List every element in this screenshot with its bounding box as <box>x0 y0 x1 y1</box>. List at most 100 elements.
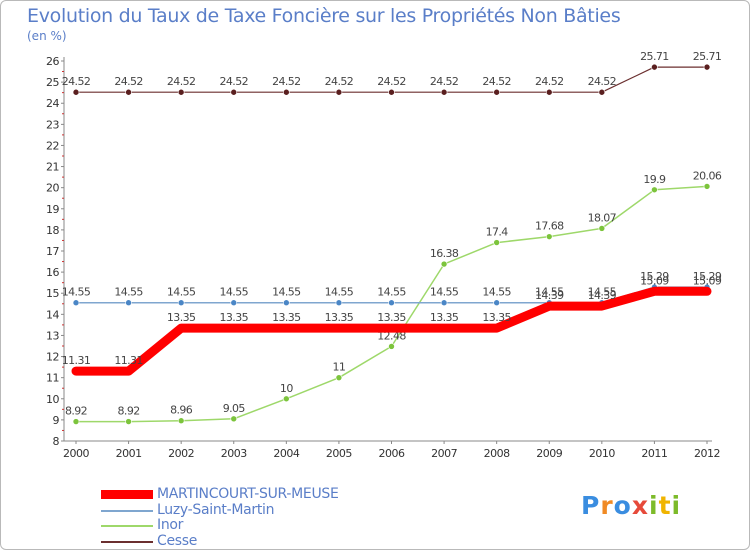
data-point-cesse <box>651 63 658 71</box>
data-label-martincourt-sur-meuse: 14.39 <box>588 289 617 302</box>
data-label-martincourt-sur-meuse: 13.35 <box>377 311 406 324</box>
data-point-cesse <box>388 88 395 96</box>
x-tick-label: 2004 <box>273 447 299 460</box>
data-point-inor <box>72 418 80 425</box>
y-tick-label: 13 <box>46 329 59 342</box>
data-point-inor <box>230 415 238 423</box>
y-tick-label: 15 <box>46 287 59 300</box>
data-point-luzy-saint-martin <box>335 299 343 307</box>
data-point-inor <box>335 374 343 381</box>
data-label-luzy-saint-martin: 14.55 <box>430 286 459 299</box>
data-point-inor <box>125 418 132 425</box>
data-point-inor <box>283 395 290 403</box>
y-axis-unit: (en %) <box>27 29 67 43</box>
data-label-martincourt-sur-meuse: 14.39 <box>535 289 564 302</box>
y-tick-label: 24 <box>46 97 59 110</box>
data-point-cesse <box>440 88 448 96</box>
data-label-cesse: 24.52 <box>114 75 143 88</box>
data-label-cesse: 25.71 <box>640 50 669 63</box>
data-label-luzy-saint-martin: 15.29 <box>640 270 669 283</box>
data-label-luzy-saint-martin: 14.55 <box>272 286 301 299</box>
data-point-inor <box>651 186 658 194</box>
y-tick-label: 22 <box>46 139 59 152</box>
data-point-luzy-saint-martin <box>230 299 238 307</box>
chart-title: Evolution du Taux de Taxe Foncière sur l… <box>27 5 621 27</box>
logo-letter: o <box>613 491 632 520</box>
data-label-inor: 10 <box>280 382 293 395</box>
data-label-luzy-saint-martin: 14.55 <box>535 286 564 299</box>
y-tick-label: 17 <box>46 245 59 258</box>
legend-swatch-martincourt <box>101 490 153 499</box>
data-point-luzy-saint-martin <box>125 299 132 307</box>
legend-swatch-luzy <box>101 509 153 512</box>
x-tick-label: 2008 <box>484 447 510 460</box>
y-tick-label: 18 <box>46 224 59 237</box>
data-label-martincourt-sur-meuse: 13.35 <box>220 311 249 324</box>
data-label-luzy-saint-martin: 14.55 <box>220 286 249 299</box>
data-point-inor <box>388 343 395 350</box>
legend-swatch-inor <box>101 525 153 527</box>
data-point-luzy-saint-martin <box>177 299 185 307</box>
data-point-luzy-saint-martin <box>72 299 80 307</box>
y-tick-label: 9 <box>53 414 60 427</box>
data-label-cesse: 24.52 <box>62 75 91 88</box>
data-point-inor <box>545 233 553 240</box>
data-label-inor: 8.96 <box>170 404 193 417</box>
y-tick-label: 25 <box>46 76 59 89</box>
x-tick-label: 2002 <box>168 447 194 460</box>
y-tick-label: 20 <box>46 182 59 195</box>
legend-label-martincourt: MARTINCOURT-SUR-MEUSE <box>157 486 339 502</box>
logo-letter: P <box>581 491 601 520</box>
data-label-martincourt-sur-meuse: 13.35 <box>272 311 301 324</box>
data-label-cesse: 24.52 <box>535 75 564 88</box>
legend-label-cesse: Cesse <box>157 532 198 549</box>
data-label-cesse: 24.52 <box>167 75 196 88</box>
data-label-inor: 11 <box>333 361 346 374</box>
data-label-martincourt-sur-meuse: 13.35 <box>167 311 196 324</box>
data-label-luzy-saint-martin: 14.55 <box>114 286 143 299</box>
data-label-cesse: 24.52 <box>588 75 617 88</box>
x-tick-label: 2001 <box>116 447 142 460</box>
data-label-martincourt-sur-meuse: 15.09 <box>640 274 669 287</box>
data-point-cesse <box>230 88 238 96</box>
data-point-cesse <box>283 88 290 96</box>
y-tick-label: 16 <box>46 266 59 279</box>
data-point-cesse <box>125 88 132 96</box>
data-point-inor <box>177 417 185 425</box>
legend-label-inor: Inor <box>157 517 184 533</box>
legend-label-luzy: Luzy-Saint-Martin <box>157 501 275 518</box>
data-label-inor: 8.92 <box>118 405 140 418</box>
y-tick-label: 26 <box>46 55 59 68</box>
data-label-inor: 9.05 <box>223 402 246 415</box>
data-point-cesse <box>703 63 711 71</box>
y-tick-label: 23 <box>46 118 59 131</box>
data-label-luzy-saint-martin: 14.55 <box>325 286 354 299</box>
x-tick-label: 2003 <box>221 447 247 460</box>
y-tick-label: 19 <box>46 203 59 216</box>
y-tick-label: 10 <box>46 393 59 406</box>
y-tick-label: 11 <box>46 372 59 385</box>
x-tick-label: 2005 <box>326 447 352 460</box>
y-tick-label: 8 <box>53 435 60 448</box>
data-point-cesse <box>177 88 185 96</box>
data-point-luzy-saint-martin <box>493 299 500 307</box>
data-label-cesse: 25.71 <box>693 50 722 63</box>
data-label-cesse: 24.52 <box>325 75 354 88</box>
data-label-inor: 19.9 <box>643 173 666 186</box>
x-tick-label: 2000 <box>63 447 89 460</box>
data-label-luzy-saint-martin: 14.55 <box>588 286 617 299</box>
data-label-luzy-saint-martin: 14.55 <box>377 286 406 299</box>
y-tick-label: 21 <box>46 161 59 174</box>
data-point-cesse <box>545 88 553 96</box>
logo-letter: i <box>649 491 659 520</box>
data-label-martincourt-sur-meuse: 13.35 <box>482 311 511 324</box>
data-label-inor: 18.07 <box>588 211 617 224</box>
legend-swatch-cesse <box>101 540 153 543</box>
y-tick-label: 12 <box>46 351 59 364</box>
data-point-inor <box>440 260 448 268</box>
data-label-martincourt-sur-meuse: 11.31 <box>62 354 91 367</box>
x-tick-label: 2011 <box>641 447 667 460</box>
data-point-luzy-saint-martin <box>440 299 448 307</box>
